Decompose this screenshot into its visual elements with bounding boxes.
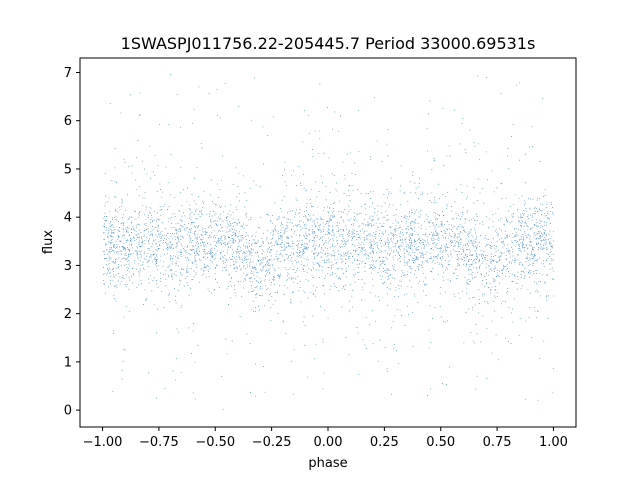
y-tick-label: 0 xyxy=(64,404,72,419)
x-tick-label: 0.25 xyxy=(370,435,399,450)
y-tick-label: 5 xyxy=(64,162,72,177)
data-points xyxy=(102,74,555,410)
y-tick-label: 7 xyxy=(64,66,72,81)
y-tick-label: 6 xyxy=(64,114,72,129)
x-tick-label: −1.00 xyxy=(83,435,123,450)
x-tick-label: −0.75 xyxy=(139,435,179,450)
x-tick-label: 0.50 xyxy=(426,435,455,450)
y-tick-label: 3 xyxy=(64,259,72,274)
y-axis-label: flux xyxy=(41,230,56,254)
x-tick-label: −0.50 xyxy=(195,435,235,450)
y-axis-ticks: 0 1 2 3 4 5 6 7 xyxy=(64,66,80,419)
y-tick-label: 1 xyxy=(64,355,72,370)
y-tick-label: 4 xyxy=(64,211,72,226)
x-tick-label: 0.00 xyxy=(314,435,343,450)
x-axis-ticks: −1.00 −0.75 −0.50 −0.25 0.00 0.25 0.50 0.75 1.00 xyxy=(83,427,568,450)
y-tick-label: 2 xyxy=(64,307,72,322)
x-axis-label: phase xyxy=(308,456,347,471)
scatter-points xyxy=(102,74,555,410)
x-tick-label: 0.75 xyxy=(483,435,512,450)
chart-title: 1SWASPJ011756.22-205445.7 Period 33000.6… xyxy=(121,34,536,53)
x-tick-label: −0.25 xyxy=(252,435,292,450)
x-tick-label: 1.00 xyxy=(539,435,568,450)
